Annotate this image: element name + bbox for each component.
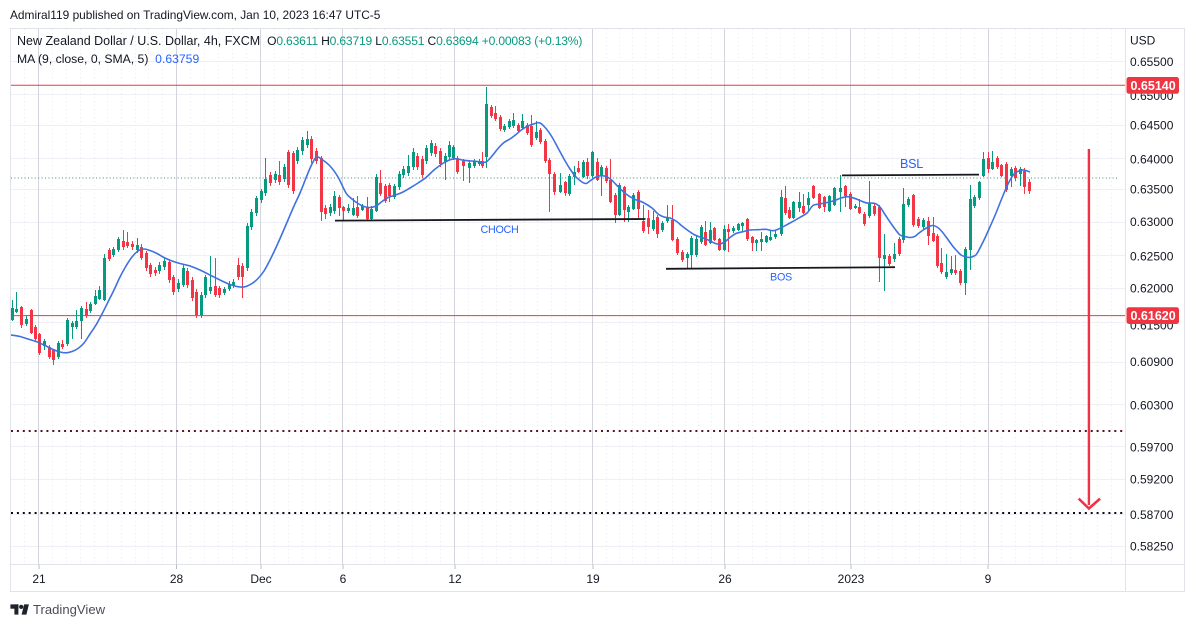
svg-text:2023: 2023 [838,572,865,586]
svg-text:BSL: BSL [900,157,923,171]
svg-text:0.65140: 0.65140 [1131,79,1176,93]
svg-text:0.64500: 0.64500 [1130,118,1174,132]
svg-text:BOS: BOS [770,272,792,284]
svg-text:0.61620: 0.61620 [1131,309,1176,323]
svg-text:0.58250: 0.58250 [1130,540,1174,554]
svg-text:0.59700: 0.59700 [1130,441,1174,455]
svg-text:26: 26 [718,572,732,586]
svg-text:9: 9 [985,572,992,586]
svg-text:0.59200: 0.59200 [1130,472,1174,486]
svg-text:28: 28 [170,572,184,586]
svg-text:0.65500: 0.65500 [1130,55,1174,69]
svg-text:0.60900: 0.60900 [1130,355,1174,369]
svg-text:19: 19 [586,572,600,586]
svg-text:CHOCH: CHOCH [480,224,518,236]
svg-text:0.63000: 0.63000 [1130,215,1174,229]
svg-text:0.62500: 0.62500 [1130,249,1174,263]
svg-text:Dec: Dec [250,572,271,586]
svg-text:21: 21 [32,572,46,586]
svg-text:0.63500: 0.63500 [1130,183,1174,197]
svg-text:6: 6 [340,572,347,586]
svg-text:12: 12 [448,572,462,586]
svg-text:USD: USD [1130,34,1156,48]
svg-text:0.60300: 0.60300 [1130,399,1174,413]
svg-text:0.62000: 0.62000 [1130,282,1174,296]
svg-text:0.64000: 0.64000 [1130,152,1174,166]
svg-text:0.58700: 0.58700 [1130,508,1174,522]
